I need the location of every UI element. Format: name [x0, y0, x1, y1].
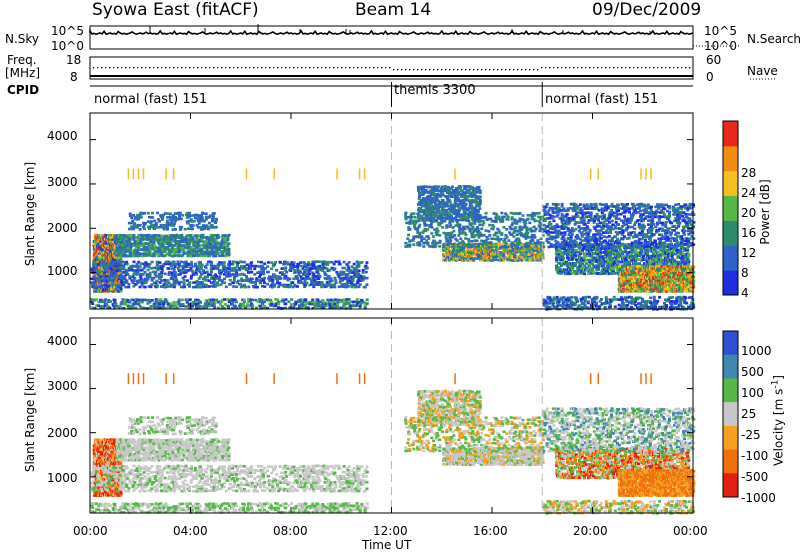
velocity-colorbar-swatch-4	[723, 425, 738, 451]
nave-tick-top: 60	[706, 53, 722, 67]
power-cb-tick-4: 4	[741, 286, 749, 300]
date-label: 09/Dec/2009	[592, 0, 702, 20]
power-colorbar-swatch-1	[723, 245, 738, 271]
velocity-panel	[89, 317, 696, 515]
nsky-tick-top: 10^5	[51, 24, 84, 38]
power-ytick-1000: 1000	[47, 264, 78, 278]
vel-ylabel: Slant Range [km]	[23, 367, 37, 473]
velocity-colorbar-swatch-2	[723, 378, 738, 403]
velocity-streaks	[127, 373, 652, 385]
nsky-right-tick-bottom: 10^0	[704, 39, 737, 53]
summary-strip	[89, 24, 775, 107]
power-colorbar-swatch-2	[723, 220, 738, 246]
power-ytick-2000: 2000	[47, 221, 78, 235]
vel-colorbar-label: Velocity [m s-1]	[770, 375, 786, 466]
power-cb-tick-20: 20	[741, 206, 757, 220]
velocity-colorbar-swatch-5	[723, 449, 738, 474]
power-colorbar-swatch-6	[723, 121, 738, 147]
velocity-colorbar-swatch-3	[723, 402, 738, 427]
xtick-4: 16:00	[473, 524, 508, 538]
freq-box	[89, 56, 694, 80]
figure-title: Syowa East (fitACF)	[92, 0, 259, 20]
nsky-right-tick-top: 10^5	[704, 24, 737, 38]
velocity-echo-cells	[90, 389, 696, 515]
velocity-colorbar-swatch-1	[723, 354, 738, 379]
nsky-trace	[89, 28, 694, 36]
power-cb-tick-12: 12	[741, 246, 757, 260]
nave-label: Nave	[747, 64, 778, 78]
nsearch-label: N.Search	[747, 32, 800, 46]
xtick-3: 12:00	[373, 524, 408, 538]
x-axis-label: Time UT	[362, 538, 412, 552]
power-streaks	[127, 168, 652, 180]
power-cb-tick-8: 8	[741, 266, 749, 280]
power-colorbar-swatch-0	[723, 270, 738, 296]
vel-ytick-2000: 2000	[47, 426, 78, 440]
vel-ytick-1000: 1000	[47, 471, 78, 485]
power-cb-tick-28: 28	[741, 166, 757, 180]
nsky-label: N.Sky	[5, 32, 40, 46]
cpid-segment-2: normal (fast) 151	[545, 92, 659, 107]
xtick-0: 00:00	[73, 524, 108, 538]
power-ytick-3000: 3000	[47, 175, 78, 189]
vel-cb-tick-m500: -500	[741, 470, 769, 484]
freq-tick-bottom: 8	[70, 70, 78, 84]
cpid-label: CPID	[7, 83, 40, 97]
velocity-colorbar-frame	[722, 330, 739, 498]
power-cb-tick-16: 16	[741, 226, 757, 240]
velocity-colorbar-swatch-6	[723, 473, 738, 498]
nsky-box	[89, 25, 694, 50]
vel-cb-tick-m25: -25	[741, 428, 761, 442]
freq-tick-top: 18	[66, 53, 82, 67]
velocity-colorbar-swatch-0	[723, 331, 738, 356]
freq-unit: [MHz]	[5, 66, 41, 80]
power-colorbar-swatch-5	[723, 145, 738, 172]
power-ytick-4000: 4000	[47, 129, 78, 143]
cpid-segment-0: normal (fast) 151	[94, 92, 208, 107]
power-colorbar-label: Power [dB]	[758, 179, 772, 245]
vel-cb-tick-500: 500	[741, 365, 764, 379]
cpid-segment-1: themis 3300	[394, 83, 476, 98]
xtick-5: 20:00	[573, 524, 608, 538]
xtick-6: 00:00	[673, 524, 708, 538]
power-colorbar-frame	[722, 120, 739, 296]
vel-cb-tick-100: 100	[741, 386, 764, 400]
vel-cb-tick-25: 25	[741, 407, 757, 421]
vel-cb-tick-m100: -100	[741, 449, 769, 463]
xtick-1: 04:00	[173, 524, 208, 538]
power-cb-tick-24: 24	[741, 186, 757, 200]
nsky-tick-bottom: 10^0	[51, 39, 84, 53]
vel-ytick-3000: 3000	[47, 379, 78, 393]
vel-cb-tick-m1000: -1000	[741, 491, 776, 505]
xtick-2: 08:00	[273, 524, 308, 538]
power-echo-cells	[90, 185, 696, 311]
nave-tick-bottom: 0	[706, 70, 714, 84]
power-colorbar-swatch-3	[723, 195, 738, 221]
beam-label: Beam 14	[355, 0, 432, 20]
power-panel	[89, 112, 696, 311]
freq-label: Freq.	[7, 53, 37, 67]
vel-ytick-4000: 4000	[47, 334, 78, 348]
power-ylabel: Slant Range [km]	[23, 161, 37, 267]
power-colorbar-swatch-4	[723, 170, 738, 197]
vel-cb-tick-1000: 1000	[741, 344, 772, 358]
colorbars	[722, 120, 739, 498]
